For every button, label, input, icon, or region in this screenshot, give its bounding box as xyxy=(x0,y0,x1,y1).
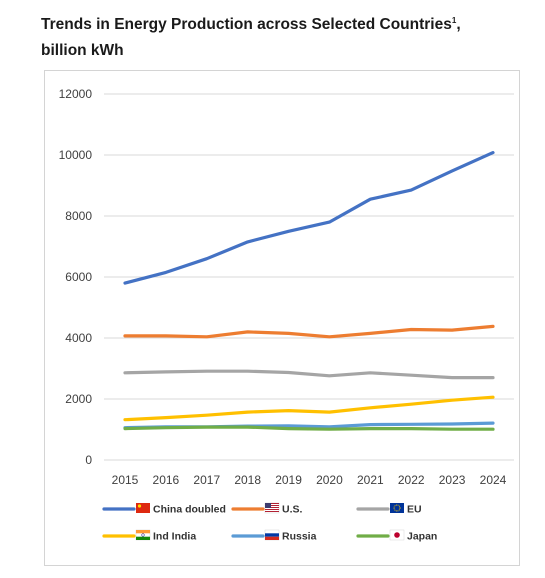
legend-label: China doubled xyxy=(153,504,226,516)
jp-flag-disc xyxy=(394,532,400,538)
legend-label: Ind India xyxy=(153,531,196,543)
y-tick-label: 10000 xyxy=(59,148,93,162)
cn-flag-star xyxy=(137,504,142,508)
us-flag-stripe xyxy=(265,509,279,510)
cn-flag-icon xyxy=(136,503,150,513)
title-line-1: Trends in Energy Production across Selec… xyxy=(41,16,452,34)
chart-card xyxy=(44,70,520,566)
eu-flag-icon xyxy=(390,503,404,513)
legend-item: Japan xyxy=(356,529,437,543)
us-flag-stripe xyxy=(265,511,279,512)
in-flag-bottom xyxy=(136,536,150,540)
legend-item: EU xyxy=(356,503,422,516)
ru-flag-bottom xyxy=(265,536,279,540)
legend-item: China doubled xyxy=(102,503,226,516)
us-flag-canton xyxy=(265,503,271,508)
us-flag-stripe xyxy=(265,503,279,504)
x-tick-label: 2023 xyxy=(439,473,466,487)
legend-item: U.S. xyxy=(231,502,303,516)
y-tick-label: 8000 xyxy=(65,209,92,223)
legend-label: U.S. xyxy=(282,504,303,516)
series-line xyxy=(123,151,495,285)
in-flag-top xyxy=(136,530,150,534)
us-flag-stripe xyxy=(265,507,279,508)
chart-title: Trends in Energy Production across Selec… xyxy=(41,8,521,64)
legend-label: Japan xyxy=(407,531,437,543)
title-line-1-tail: , xyxy=(456,16,461,34)
series-line xyxy=(123,369,495,380)
x-tick-label: 2015 xyxy=(112,473,139,487)
y-tick-label: 12000 xyxy=(59,87,93,101)
x-tick-label: 2019 xyxy=(275,473,302,487)
legend-item: Russia xyxy=(231,529,317,543)
series-line xyxy=(123,324,495,339)
y-tick-label: 6000 xyxy=(65,270,92,284)
y-tick-label: 2000 xyxy=(65,392,92,406)
x-tick-label: 2020 xyxy=(316,473,343,487)
x-tick-label: 2024 xyxy=(480,473,507,487)
x-tick-label: 2022 xyxy=(398,473,425,487)
in-flag-wheel xyxy=(141,533,145,537)
y-tick-label: 4000 xyxy=(65,331,92,345)
x-tick-label: 2017 xyxy=(193,473,220,487)
series-line xyxy=(123,425,495,431)
legend-label: EU xyxy=(407,504,422,516)
legend-item: Ind India xyxy=(102,529,196,543)
ru-flag-middle xyxy=(265,533,279,537)
legend-label: Russia xyxy=(282,531,317,543)
title-footnote-mark: 1 xyxy=(451,16,457,25)
x-tick-label: 2021 xyxy=(357,473,384,487)
series-line xyxy=(123,395,495,422)
us-flag-stripe xyxy=(265,505,279,506)
title-line-2: billion kWh xyxy=(41,42,124,60)
x-tick-label: 2016 xyxy=(153,473,180,487)
y-tick-label: 0 xyxy=(85,453,92,467)
eu-flag-stars xyxy=(393,504,401,512)
x-tick-label: 2018 xyxy=(234,473,261,487)
